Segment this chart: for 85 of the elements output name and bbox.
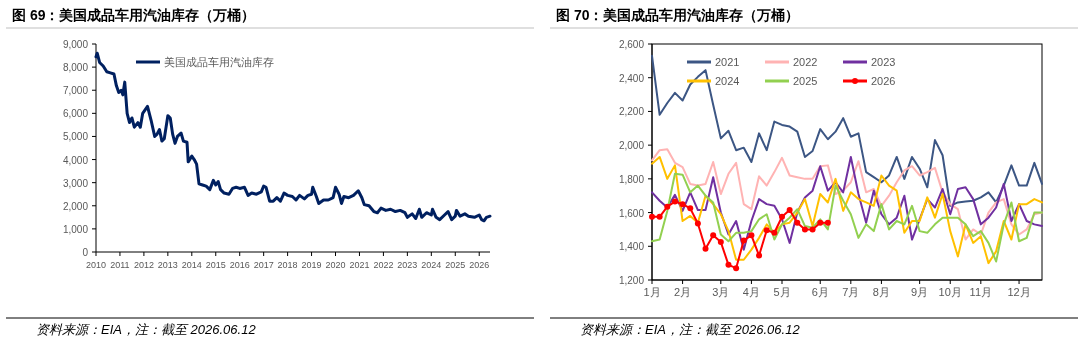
point [649, 213, 655, 220]
x-tick-label: 2月 [674, 286, 692, 298]
y-tick-label: 1,800 [618, 173, 645, 185]
x-tick-label: 2020 [325, 260, 346, 270]
line-series [651, 172, 1043, 263]
x-tick-label: 10月 [938, 286, 962, 298]
legend-label: 2021 [715, 56, 740, 68]
x-tick-label: 2011 [110, 260, 130, 270]
x-tick-label: 7月 [842, 286, 860, 298]
chart-title: 图 69：美国成品车用汽油库存（万桶） [12, 7, 256, 23]
legend-label: 2022 [793, 56, 818, 68]
point [679, 201, 686, 208]
x-tick-label: 1月 [643, 286, 661, 298]
legend-label: 2024 [715, 75, 740, 87]
y-tick-label: 2,600 [618, 39, 645, 50]
y-tick-label: 1,400 [618, 241, 645, 253]
y-tick-label: 2,200 [618, 106, 645, 118]
y-tick-label: 3,000 [62, 177, 89, 189]
point [779, 213, 785, 220]
x-tick-label: 2025 [445, 260, 466, 270]
y-tick-label: 4,000 [62, 154, 89, 166]
x-tick-label: 4月 [742, 286, 760, 298]
point [756, 252, 763, 259]
y-tick-label: 5,000 [62, 131, 89, 143]
point [794, 219, 801, 226]
x-tick-label: 3月 [712, 286, 730, 298]
point [771, 229, 778, 236]
x-tick-label: 2015 [205, 260, 226, 270]
point [786, 207, 793, 214]
line-series [94, 51, 492, 223]
point [740, 237, 747, 244]
y-tick-label: 7,000 [62, 85, 89, 97]
point [687, 205, 694, 212]
legend-label: 2026 [871, 75, 896, 87]
y-tick-label: 1,000 [62, 223, 89, 235]
point [748, 232, 755, 239]
y-tick-label: 2,400 [618, 72, 645, 84]
point [801, 226, 808, 233]
x-tick-label: 2013 [157, 260, 178, 270]
x-tick-label: 12月 [1007, 286, 1031, 298]
x-tick-label: 2012 [133, 260, 154, 270]
text: 资料来源：EIA，注：截至 2026.06.12 [36, 322, 257, 337]
point [725, 261, 732, 268]
x-tick-label: 2010 [85, 260, 107, 270]
point [664, 203, 671, 210]
x-tick-label: 8月 [872, 286, 890, 298]
x-tick-label: 2016 [229, 260, 250, 270]
x-tick-label: 2018 [277, 260, 298, 270]
x-tick-label: 2024 [421, 260, 442, 270]
y-tick-label: 2,000 [62, 200, 89, 212]
point [702, 245, 709, 252]
x-tick-label: 2021 [349, 260, 370, 270]
x-tick-label: 2026 [469, 260, 490, 270]
legend-label: 2025 [793, 75, 818, 87]
point [824, 219, 831, 226]
y-tick-label: 6,000 [62, 108, 89, 120]
point [763, 227, 770, 234]
x-tick-label: 2019 [301, 260, 322, 270]
x-tick-label: 5月 [773, 286, 791, 298]
point [733, 265, 740, 272]
point [694, 220, 701, 227]
y-tick-label: 8,000 [62, 62, 89, 74]
y-tick-label: 1,600 [618, 207, 645, 219]
x-tick-label: 2023 [397, 260, 418, 270]
y-tick-label: 1,200 [618, 275, 645, 286]
point [809, 226, 816, 233]
legend-label: 2023 [871, 56, 896, 68]
x-tick-label: 6月 [811, 286, 829, 298]
legend-label: 美国成品车用汽油库存 [164, 56, 274, 68]
line-series [651, 54, 1043, 207]
x-tick-label: 9月 [911, 286, 929, 298]
point [817, 219, 824, 226]
chart-title: 图 70：美国成品车用汽油库存（万桶） [556, 7, 800, 23]
x-tick-label: 2014 [181, 260, 202, 270]
y-tick-label: 2,000 [618, 140, 645, 152]
y-tick-label: 0 [82, 247, 89, 258]
y-tick-label: 9,000 [62, 39, 89, 50]
x-tick-label: 11月 [969, 286, 993, 298]
point [717, 239, 724, 246]
point [671, 198, 678, 205]
x-tick-label: 2022 [373, 260, 394, 270]
x-tick-label: 2017 [253, 260, 274, 270]
text: 资料来源：EIA，注：截至 2026.06.12 [580, 322, 801, 337]
point [710, 232, 717, 239]
point [656, 213, 663, 220]
